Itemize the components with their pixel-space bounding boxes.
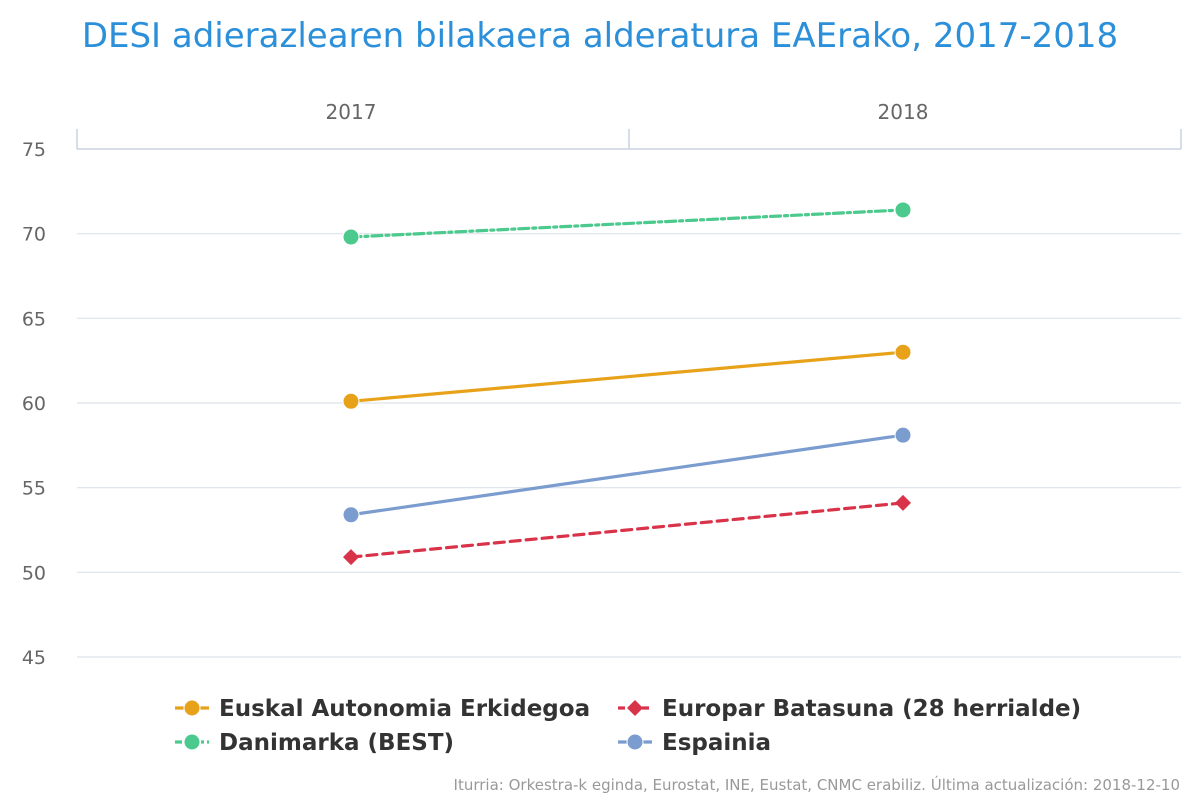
category-axis: 2017 2018 [76,100,1182,150]
chart-title: DESI adierazlearen bilakaera alderatura … [82,16,1118,56]
data-point [342,392,360,410]
y-axis: 45 50 55 60 65 70 75 [22,139,46,669]
y-tick-label: 45 [22,647,46,669]
series-4 [342,426,912,524]
legend-item: Euskal Autonomia Erkidegoa [175,696,590,722]
legend-label: Danimarka (BEST) [219,730,454,756]
y-tick-label: 65 [22,308,46,330]
category-label: 2018 [878,100,929,124]
data-point [895,494,911,511]
y-tick-label: 60 [22,393,46,415]
series-3 [342,201,912,246]
y-tick-label: 75 [22,139,46,161]
data-point [894,201,912,219]
data-point [342,506,360,524]
legend-marker [183,733,201,751]
data-point [342,228,360,246]
series-group [342,201,912,566]
series-line [349,350,905,403]
legend-label: Europar Batasuna (28 herrialde) [662,696,1081,722]
legend: Euskal Autonomia Erkidegoa Europar Batasu… [175,696,1081,756]
legend-marker [626,733,644,751]
series-line [349,433,905,517]
legend-item: Europar Batasuna (28 herrialde) [618,696,1081,722]
legend-item: Danimarka (BEST) [175,730,454,756]
series-1 [342,343,912,410]
grid-lines [77,233,1181,658]
series-line [349,501,905,559]
legend-marker [183,699,201,717]
series-2 [343,494,911,566]
category-label: 2017 [326,100,377,124]
legend-label: Espainia [662,730,771,756]
legend-label: Euskal Autonomia Erkidegoa [219,696,590,722]
source-note: Iturria: Orkestra-k eginda, Eurostat, IN… [454,775,1180,794]
data-point [343,549,359,566]
legend-item: Espainia [618,730,771,756]
y-tick-label: 55 [22,478,46,500]
data-point [894,426,912,444]
y-tick-label: 50 [22,562,46,584]
data-point [894,343,912,361]
legend-marker [627,700,643,716]
y-tick-label: 70 [22,224,46,246]
series-line [349,208,905,239]
